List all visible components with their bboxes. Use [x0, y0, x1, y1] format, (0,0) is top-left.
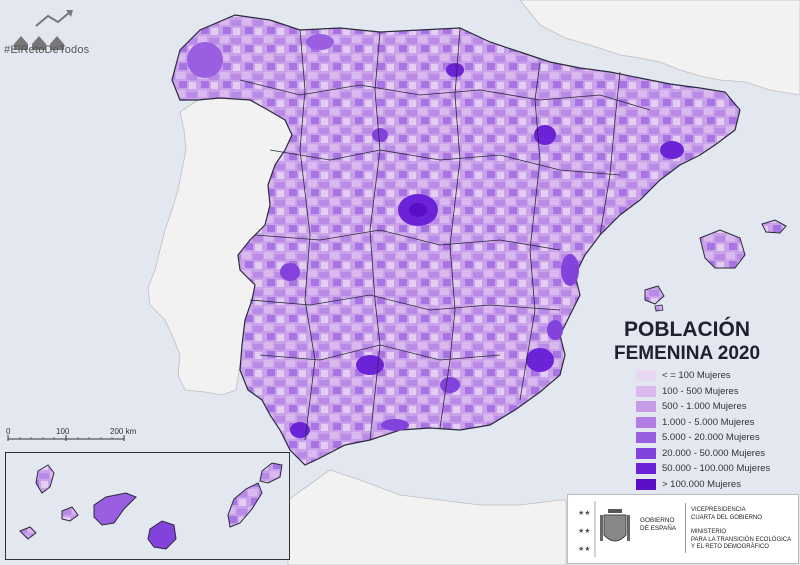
legend: < = 100 Mujeres 100 - 500 Mujeres 500 - 1.… [636, 368, 770, 492]
government-logo-block: ★★ ★★ ★★ GOBIERNO DE ESPAÑA VICEPRESIDEN… [567, 494, 799, 564]
legend-item: > 100.000 Mujeres [636, 477, 770, 493]
legend-item: 500 - 1.000 Mujeres [636, 399, 770, 415]
ministerio-text: MINISTERIO PARA LA TRANSICIÓN ECOLÓGICA … [691, 529, 792, 550]
legend-swatch [636, 416, 656, 428]
legend-label: 20.000 - 50.000 Mujeres [662, 447, 765, 459]
badajoz-area [280, 263, 300, 281]
scale-label-0: 0 [6, 427, 11, 436]
gov-divider [685, 503, 686, 553]
alicante-area [547, 320, 563, 340]
legend-item: < = 100 Mujeres [636, 368, 770, 384]
galicia-area [187, 42, 223, 78]
france-land [519, 0, 800, 96]
formentera [654, 304, 664, 312]
legend-item: 20.000 - 50.000 Mujeres [636, 446, 770, 462]
legend-item: 5.000 - 20.000 Mujeres [636, 430, 770, 446]
el-hierro [19, 526, 37, 540]
cadiz-area [290, 422, 310, 438]
legend-swatch [636, 463, 656, 475]
murcia-area [526, 348, 554, 372]
granada-area [440, 377, 460, 393]
province-borders [239, 27, 651, 441]
ibiza [644, 285, 665, 305]
fuerteventura [227, 482, 263, 528]
bilbao-area [446, 63, 464, 77]
canary-islands-inset [5, 452, 290, 560]
valladolid-area [372, 128, 388, 142]
title-line-2: FEMENINA 2020 [613, 343, 761, 364]
menorca [761, 219, 787, 234]
la-palma [35, 464, 55, 494]
legend-label: 100 - 500 Mujeres [662, 385, 739, 397]
legend-label: 5.000 - 20.000 Mujeres [662, 432, 760, 444]
scale-label-200: 200 km [110, 427, 137, 436]
legend-label: 1.000 - 5.000 Mujeres [662, 416, 755, 428]
legend-label: > 100.000 Mujeres [662, 478, 741, 490]
asturias-area [306, 34, 334, 50]
malaga-area [381, 419, 409, 431]
africa-land [287, 469, 567, 565]
legend-swatch [636, 385, 656, 397]
legend-label: 500 - 1.000 Mujeres [662, 401, 747, 413]
logo-houses-icon [14, 10, 73, 50]
gran-canaria [147, 520, 177, 550]
svg-text:★★: ★★ [578, 527, 591, 535]
valencia-area [561, 254, 579, 286]
sevilla-area [356, 355, 384, 375]
legend-item: 50.000 - 100.000 Mujeres [636, 461, 770, 477]
legend-swatch [636, 432, 656, 444]
gobierno-text: GOBIERNO DE ESPAÑA [640, 517, 677, 532]
legend-swatch [636, 447, 656, 459]
hashtag-label: #ElRetoDeTodos [4, 44, 90, 56]
svg-text:★★: ★★ [578, 509, 591, 517]
scale-label-100: 100 [56, 427, 70, 436]
legend-swatch [636, 370, 656, 382]
legend-label: < = 100 Mujeres [662, 370, 731, 382]
title-line-1: POBLACIÓN [624, 318, 750, 341]
svg-text:★★: ★★ [578, 545, 591, 553]
la-gomera [61, 506, 79, 522]
map-title: POBLACIÓN FEMENINA 2020 [612, 318, 762, 366]
lanzarote [259, 462, 283, 484]
vicepresidencia-text: VICEPRESIDENCIA CUARTA DEL GOBIERNO [691, 507, 762, 521]
eu-stars-icon: ★★ ★★ ★★ [578, 501, 596, 557]
mallorca [699, 229, 746, 269]
legend-item: 1.000 - 5.000 Mujeres [636, 415, 770, 431]
zaragoza-area [534, 125, 556, 145]
barcelona-area [660, 141, 684, 159]
coat-of-arms-icon [600, 509, 630, 542]
scale-bar [7, 435, 125, 441]
legend-label: 50.000 - 100.000 Mujeres [662, 463, 771, 475]
legend-item: 100 - 500 Mujeres [636, 384, 770, 400]
tenerife [93, 492, 137, 526]
legend-swatch [636, 401, 656, 413]
legend-swatch [636, 478, 656, 490]
